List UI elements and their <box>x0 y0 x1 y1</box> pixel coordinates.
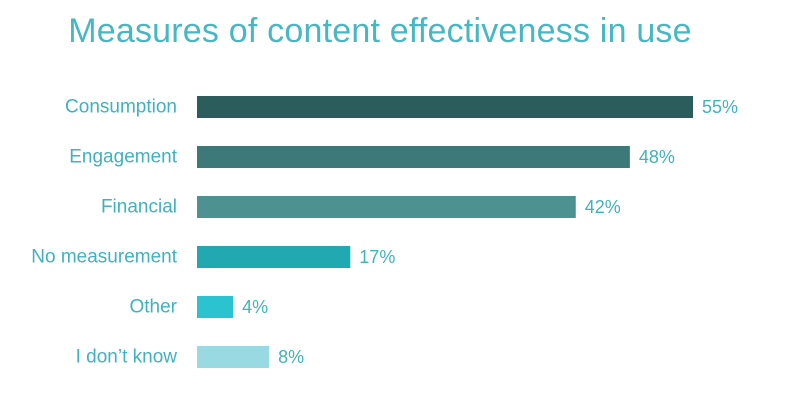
category-label-i-don-t-know: I don’t know <box>76 347 178 368</box>
value-label-other: 4% <box>242 297 268 317</box>
bar-no-measurement <box>197 246 351 268</box>
category-label-consumption: Consumption <box>65 97 177 118</box>
chart-title: Measures of content effectiveness in use <box>68 12 692 50</box>
category-label-financial: Financial <box>101 197 177 218</box>
bar-engagement <box>197 146 630 168</box>
bar-other <box>197 296 234 318</box>
category-label-engagement: Engagement <box>69 147 177 168</box>
bars-group: Consumption 55% Engagement 48% Financial 42% N… <box>31 96 738 368</box>
category-label-other: Other <box>129 297 177 318</box>
category-label-no-measurement: No measurement <box>31 247 177 268</box>
value-label-financial: 42% <box>585 197 621 217</box>
value-label-engagement: 48% <box>639 147 675 167</box>
bar-consumption <box>197 96 693 118</box>
bar-financial <box>197 196 576 218</box>
bar-i-don-t-know <box>197 346 270 368</box>
value-label-i-don-t-know: 8% <box>278 347 304 367</box>
value-label-consumption: 55% <box>702 97 738 117</box>
value-label-no-measurement: 17% <box>359 247 395 267</box>
